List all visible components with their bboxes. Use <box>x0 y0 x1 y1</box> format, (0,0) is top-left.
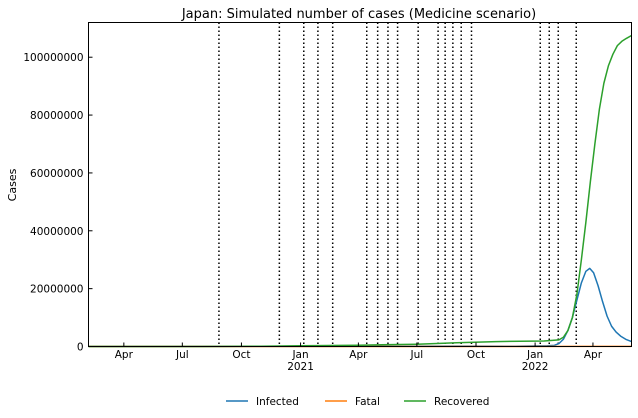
series-line-recovered <box>88 34 632 348</box>
x-tick-label: Apr <box>584 349 603 361</box>
plot-frame <box>88 22 632 347</box>
change-date-lines <box>218 22 577 347</box>
x-tick-label: Jul <box>410 349 424 361</box>
x-tick-label: Jul <box>175 349 189 361</box>
x-tick-label: Oct <box>467 349 485 361</box>
x-tick-label: Apr <box>115 349 134 361</box>
y-axis-ticks: 0 20000000 40000000 60000000 80000000 1000000… <box>23 52 93 354</box>
y-tick-label: 80000000 <box>30 110 83 122</box>
y-axis-label: Cases <box>6 168 19 201</box>
y-tick-label: 100000000 <box>23 52 83 64</box>
legend-label-recovered: Recovered <box>434 396 489 408</box>
x-tick-label: Apr <box>349 349 368 361</box>
x-tick-year-label: 2022 <box>522 361 549 373</box>
series-lines <box>88 34 632 348</box>
legend-label-fatal: Fatal <box>355 396 380 408</box>
x-tick-year-label: 2021 <box>287 361 314 373</box>
x-tick-label: Jan <box>291 349 308 361</box>
y-tick-label: 60000000 <box>30 168 83 180</box>
series-line-infected <box>88 267 632 348</box>
y-tick-label: 0 <box>77 342 84 354</box>
y-tick-label: 20000000 <box>30 284 83 296</box>
legend-label-infected: Infected <box>256 396 299 408</box>
x-tick-label: Oct <box>232 349 250 361</box>
legend: Infected Fatal Recovered <box>226 396 489 408</box>
x-tick-label: Jan <box>526 349 543 361</box>
y-tick-label: 40000000 <box>30 226 83 238</box>
chart-title: Japan: Simulated number of cases (Medici… <box>181 7 536 22</box>
